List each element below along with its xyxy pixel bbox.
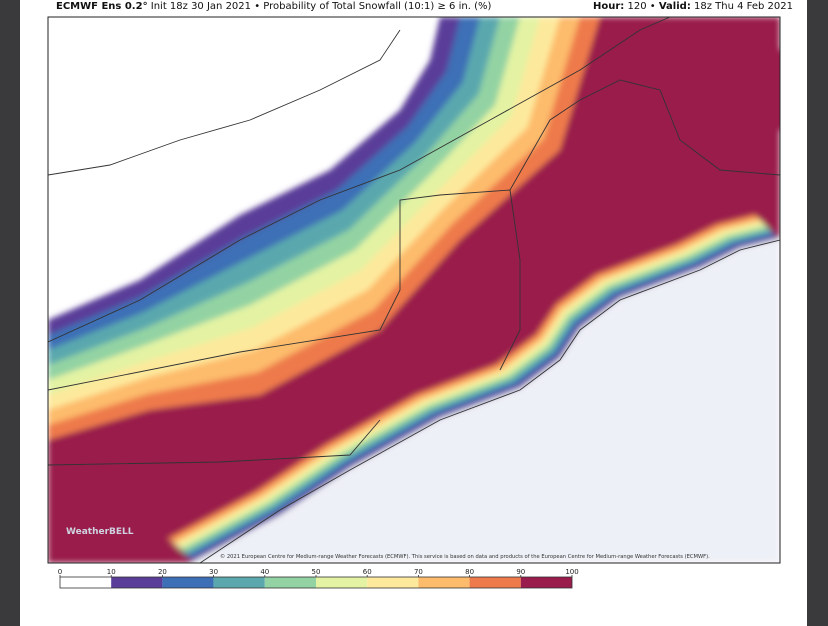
map-frame [47,16,781,564]
field-band [570,100,650,180]
separator: • [254,1,261,12]
colorbar-tick-label: 80 [465,568,474,576]
page: ECMWF Ens 0.2° Init 18z 30 Jan 2021 • Pr… [20,0,807,626]
colorbar-tick-label: 0 [58,568,62,576]
header: ECMWF Ens 0.2° Init 18z 30 Jan 2021 • Pr… [56,0,793,15]
colorbar: 0 10 20 30 40 50 60 70 80 90 100 [58,568,579,589]
hour-label: Hour: [593,1,625,12]
model: ECMWF Ens 0.2° [56,1,148,12]
field-band [630,35,780,145]
probability-field [48,17,780,563]
colorbar-tick-label: 40 [260,568,269,576]
map-figure: WeatherBELL © 2021 European Centre for M… [47,16,781,589]
header-right: Hour: 120 • Valid: 18z Thu 4 Feb 2021 [593,0,793,14]
colorbar-segment [264,577,316,588]
colorbar-segment [162,577,214,588]
separator: • [649,1,656,12]
header-left: ECMWF Ens 0.2° Init 18z 30 Jan 2021 • Pr… [56,0,491,14]
colorbar-tick-label: 30 [209,568,218,576]
copyright: © 2021 European Centre for Medium-range … [220,553,710,560]
colorbar-tick-label: 20 [158,568,167,576]
borders [48,17,780,563]
colorbar-tick-label: 50 [312,568,321,576]
colorbar-segment [520,577,572,588]
colorbar-tick-label: 100 [565,568,578,576]
init: Init 18z 30 Jan 2021 [150,1,252,12]
colorbar-segment [111,577,163,588]
map: WeatherBELL © 2021 European Centre for M… [48,17,780,563]
product: Probability of Total Snowfall (10:1) ≥ 6… [263,1,492,12]
colorbar-segment [367,577,419,588]
colorbar-segment [469,577,521,588]
colorbar-segment [213,577,265,588]
colorbar-segment [418,577,470,588]
logo: WeatherBELL [66,527,134,537]
colorbar-tick-label: 60 [363,568,372,576]
valid: 18z Thu 4 Feb 2021 [694,1,793,12]
ocean [190,238,780,563]
colorbar-segment [316,577,368,588]
valid-label: Valid: [658,1,691,12]
colorbar-tick-label: 90 [516,568,525,576]
colorbar-segment [60,577,112,588]
colorbar-tick-label: 10 [107,568,116,576]
hour: 120 [627,1,647,12]
colorbar-tick-label: 70 [414,568,423,576]
